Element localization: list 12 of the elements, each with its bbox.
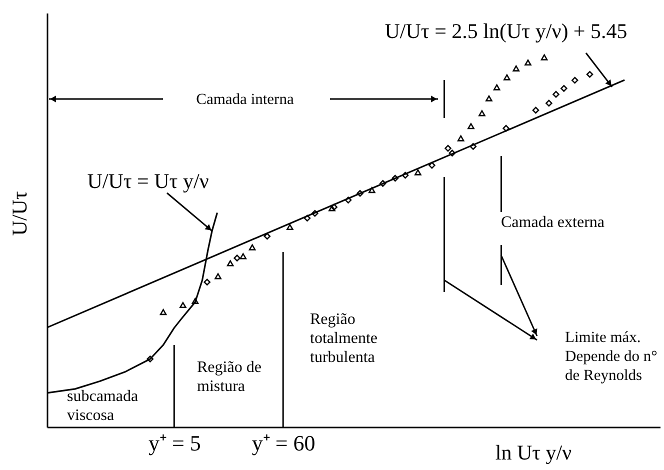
x-tick-label: y⁺ = 5 — [148, 430, 201, 456]
y-axis-title: U/Uτ — [8, 191, 32, 236]
annotation: subcamada viscosa — [67, 388, 138, 424]
x-tick-label: y⁺ = 60 — [252, 430, 316, 456]
x-axis-title: ln Uτ y/ν — [495, 440, 572, 464]
annotation: Região de mistura — [197, 359, 262, 395]
annotation: Limite máx. Depende do n° de Reynolds — [565, 329, 658, 384]
annotation: U/Uτ = 2.5 ln(Uτ y/ν) + 5.45 — [384, 19, 628, 43]
annotation: Região totalmente turbulenta — [310, 311, 378, 366]
annotation: Camada interna — [196, 91, 294, 108]
annotation: Camada externa — [501, 214, 604, 231]
annotation: U/Uτ = Uτ y/ν — [87, 169, 209, 193]
